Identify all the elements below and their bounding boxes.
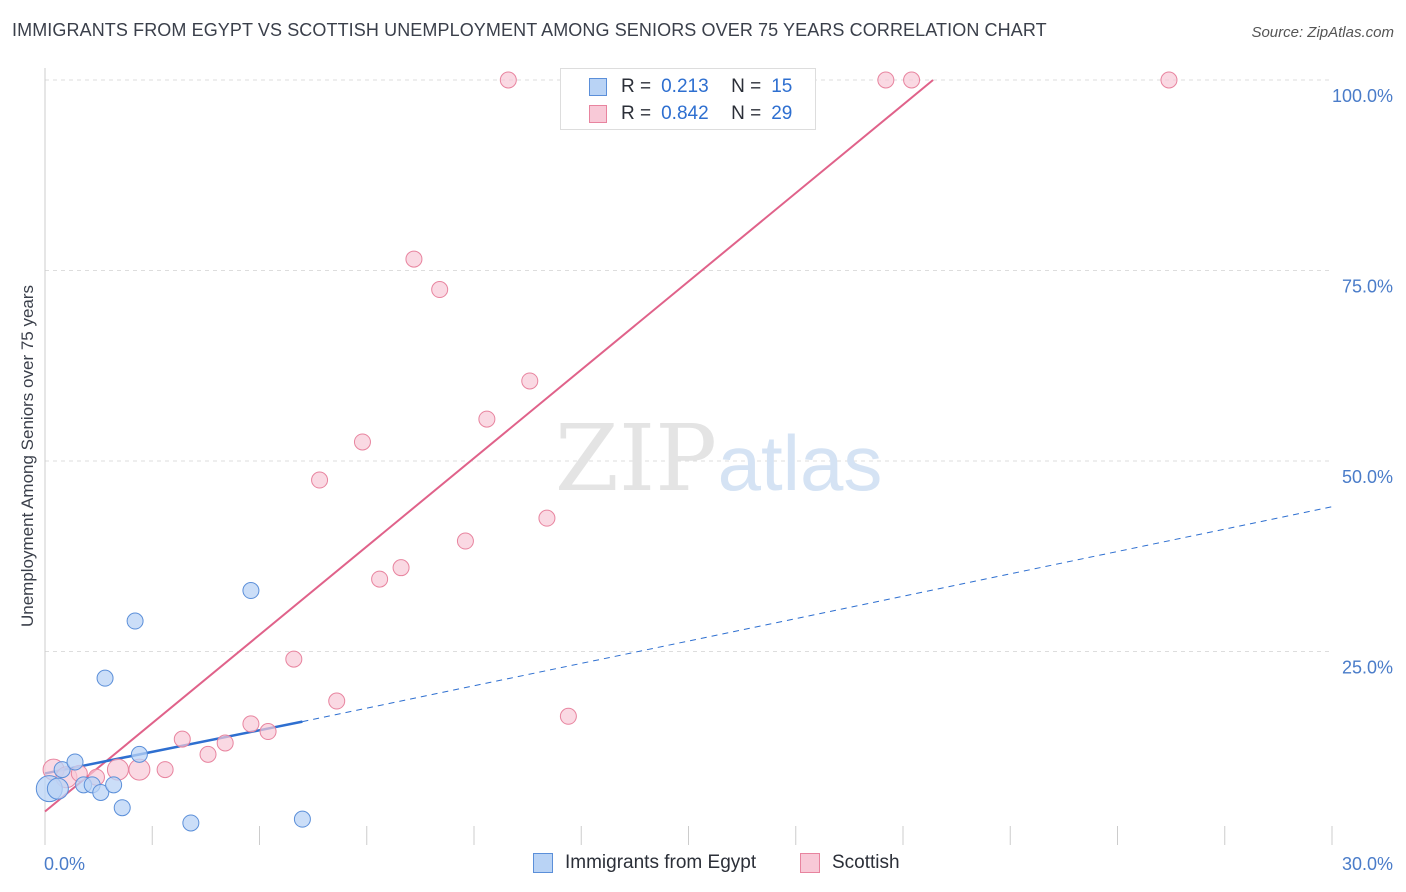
legend-n-label: N =	[731, 76, 762, 97]
legend-item-egypt[interactable]: Immigrants from Egypt	[533, 852, 756, 874]
scottish-point	[371, 570, 389, 588]
scottish-point	[499, 71, 517, 89]
scottish-point	[216, 734, 234, 752]
legend-label-egypt: Immigrants from Egypt	[565, 852, 757, 873]
legend-r-label: R =	[621, 76, 652, 97]
scottish-point	[328, 692, 346, 710]
watermark-atlas: atlas	[718, 419, 883, 507]
legend-swatch-egypt	[533, 853, 553, 873]
egypt-point	[105, 776, 123, 794]
scottish-point	[431, 281, 449, 299]
x-tick-label: 0.0%	[44, 854, 85, 874]
scottish-point	[285, 650, 303, 668]
scottish-point	[405, 250, 423, 268]
legend-r-label: R =	[621, 103, 652, 124]
scottish-point	[311, 471, 329, 489]
source-label: Source: ZipAtlas.com	[1251, 24, 1394, 41]
grid	[45, 79, 1332, 652]
scottish-point	[353, 433, 371, 451]
scottish-point	[199, 745, 217, 763]
legend-swatch-egypt	[589, 78, 607, 96]
scottish-point	[478, 410, 496, 428]
scottish-point	[259, 723, 277, 741]
legend-row-scottish: R = 0.842 N = 29	[561, 100, 792, 128]
tick-labels: 25.0% 50.0% 75.0% 100.0% 0.0% 30.0%	[44, 86, 1393, 874]
legend-swatch-scottish	[589, 105, 607, 123]
scottish-point	[538, 509, 556, 527]
egypt-point	[293, 810, 311, 828]
trendline-egypt	[44, 720, 303, 775]
egypt-point	[113, 799, 131, 817]
watermark: ZIP atlas	[555, 405, 882, 512]
legend-label-scottish: Scottish	[832, 852, 900, 873]
data-points	[35, 71, 1178, 832]
legend-r-value: 0.842	[661, 103, 709, 124]
y-tick-label: 50.0%	[1342, 467, 1393, 487]
trendline-scottish	[44, 79, 934, 813]
scottish-point	[456, 532, 474, 550]
y-tick-label: 75.0%	[1342, 277, 1393, 297]
legend-r-value: 0.213	[661, 76, 709, 97]
scottish-point	[392, 559, 410, 577]
legend-row-egypt: R = 0.213 N = 15	[561, 73, 792, 101]
x-tick-label: 30.0%	[1342, 854, 1393, 874]
y-axis-title: Unemployment Among Seniors over 75 years	[18, 284, 37, 628]
egypt-point	[92, 783, 110, 801]
egypt-point	[130, 745, 148, 763]
legend-n-value: 29	[771, 103, 793, 124]
series-legend: Immigrants from Egypt Scottish	[0, 850, 1406, 878]
egypt-point	[46, 777, 69, 800]
scottish-point	[242, 715, 260, 733]
scottish-point	[521, 372, 539, 390]
legend-item-scottish[interactable]: Scottish	[800, 852, 900, 874]
scottish-point	[559, 707, 577, 725]
trendline-egypt-extrapolated	[302, 506, 1333, 723]
scottish-point	[156, 761, 174, 779]
egypt-point	[182, 814, 200, 832]
legend-n-label: N =	[731, 103, 762, 124]
legend-swatch-scottish	[800, 853, 820, 873]
egypt-point	[53, 761, 71, 779]
scottish-point	[173, 730, 191, 748]
egypt-point	[126, 612, 144, 630]
correlation-legend: R = 0.213 N = 15 R = 0.842 N = 29	[560, 68, 816, 130]
y-tick-label: 100.0%	[1332, 86, 1393, 106]
scottish-point	[877, 71, 895, 89]
egypt-point	[242, 582, 260, 600]
chart-title: IMMIGRANTS FROM EGYPT VS SCOTTISH UNEMPL…	[12, 20, 1047, 40]
scottish-point	[903, 71, 921, 89]
axes	[44, 68, 1333, 845]
egypt-point	[96, 669, 114, 687]
scottish-point	[1160, 71, 1178, 89]
y-tick-label: 25.0%	[1342, 658, 1393, 678]
egypt-point	[66, 753, 84, 771]
trend-lines	[44, 79, 1333, 813]
watermark-zip: ZIP	[555, 405, 717, 512]
legend-n-value: 15	[771, 76, 793, 97]
